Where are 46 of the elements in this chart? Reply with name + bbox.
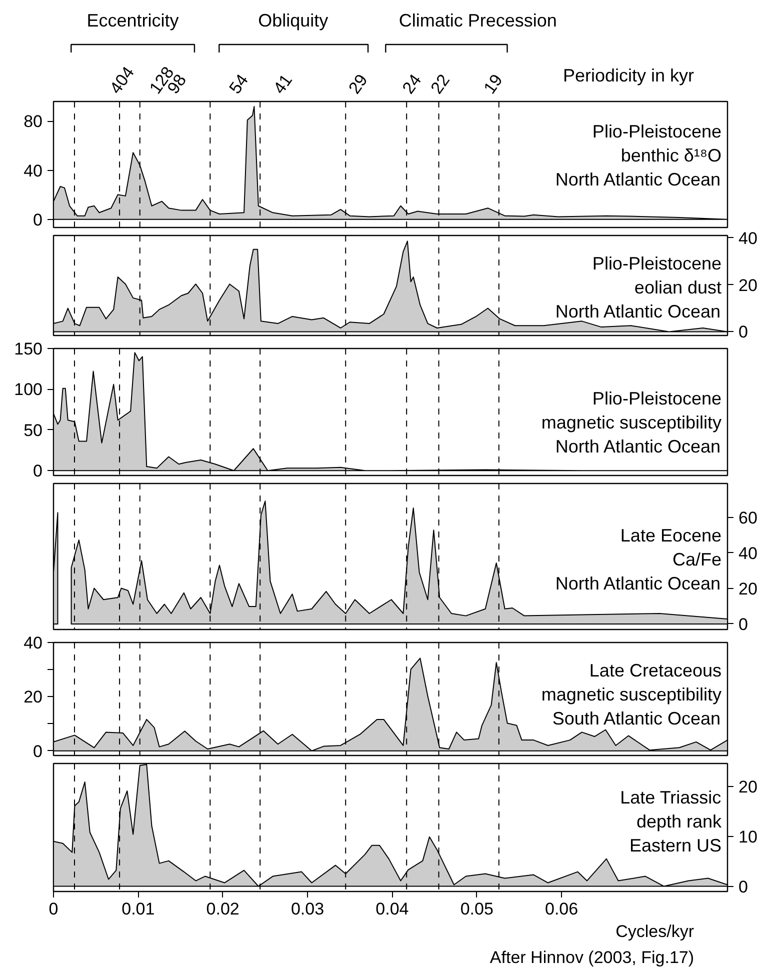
x-tick-label: 0 [48,900,58,918]
y-tick-label: 100 [14,380,43,400]
y-tick-label: 0 [738,614,748,634]
y-tick-label: 50 [24,420,43,440]
y-tick-label: 40 [24,161,43,180]
y-tick-label: 40 [738,228,758,248]
text: 404 [106,63,138,98]
x-tick-label: 0.03 [290,900,324,918]
text: Late Eocene Ca/Fe North Atlantic Ocean [555,526,722,594]
y-tick-label: 40 [24,634,43,652]
y-tick-label: 0 [33,742,43,761]
text: Eccentricity [86,10,179,30]
text: 19 [480,70,506,98]
y-tick-label: 60 [738,508,758,528]
y-tick-label: 150 [14,340,43,358]
text: Climatic Precession [398,10,557,30]
text: After Hinnov (2003, Fig.17) [490,948,694,967]
y-tick-label: 0 [33,210,43,230]
text: Periodicity in kyr [562,66,694,86]
y-tick-label: 0 [738,877,748,896]
text: 24 [398,70,426,98]
text: 22 [427,70,454,98]
y-tick-label: 0 [738,322,748,342]
text: Plio-Pleistocene magnetic susceptibility North Atlantic Ocean [541,388,722,456]
text: 29 [344,70,372,98]
y-tick-label: 40 [738,544,758,563]
y-tick-label: 80 [24,112,43,132]
x-tick-label: 0.01 [122,900,155,918]
text: Plio-Pleistocene eolian dust North Atlantic Ocean [555,254,722,322]
text: Late Triassic depth rank Eastern US [620,788,722,856]
text: Plio-Pleistocene benthic δ¹⁸O North Atlantic Ocean [555,122,722,190]
y-tick-label: 20 [24,688,43,707]
x-tick-label: 0.02 [206,900,240,918]
y-tick-label: 20 [738,777,758,796]
y-tick-label: 0 [33,462,43,481]
text: 54 [226,70,252,98]
x-tick-label: 0.05 [460,900,494,918]
text: Obliquity [258,10,328,30]
x-tick-label: 0.06 [544,900,578,918]
y-tick-label: 20 [738,276,758,295]
text: 41 [270,70,296,98]
x-tick-label: 0.04 [376,900,409,918]
y-tick-label: 20 [738,579,758,598]
x-axis-title: Cycles/kyr [616,922,694,941]
text: Late Cretaceous magnetic susceptibility South Atlantic Ocean [541,660,722,728]
y-tick-label: 10 [738,827,758,846]
